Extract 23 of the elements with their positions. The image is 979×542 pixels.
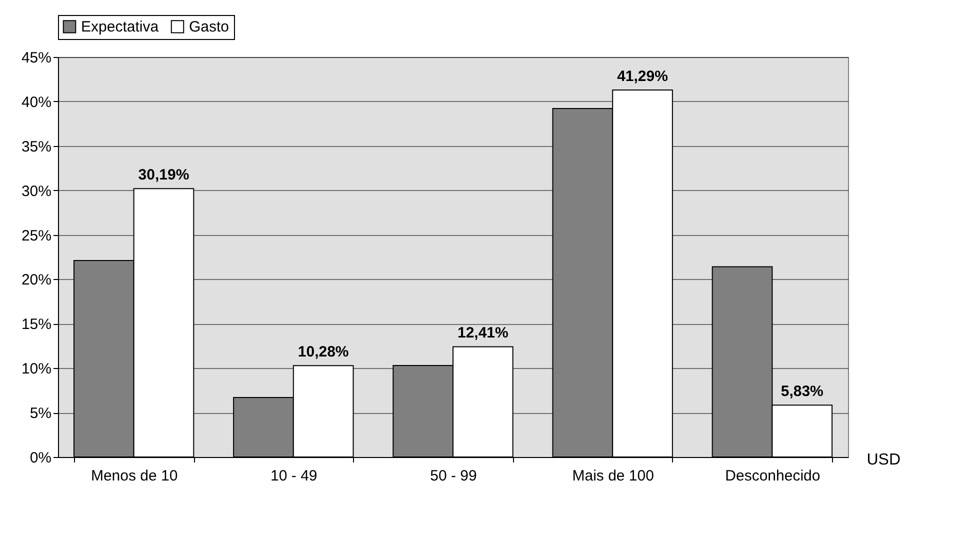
y-tick-label: 25% xyxy=(21,227,52,244)
legend-label: Gasto xyxy=(189,18,230,36)
data-label: 12,41% xyxy=(457,324,508,342)
y-tick-label: 40% xyxy=(21,94,52,111)
y-tick-label: 45% xyxy=(21,50,52,66)
y-tick-label: 30% xyxy=(21,182,52,200)
x-tick-label: Mais de 100 xyxy=(572,468,654,484)
x-tick-label: Desconhecido xyxy=(725,468,820,484)
y-tick-label: 10% xyxy=(21,360,52,378)
x-tick-label: 10 - 49 xyxy=(270,468,318,484)
data-label: 41,29% xyxy=(617,68,668,85)
y-tick-label: 20% xyxy=(21,272,52,289)
x-tick-label: 50 - 99 xyxy=(430,468,477,484)
y-tick-label: 15% xyxy=(21,316,52,334)
data-label: 10,28% xyxy=(298,344,349,361)
x-axis-title: USD xyxy=(866,452,900,468)
y-tick-label: 35% xyxy=(21,138,52,156)
data-label: 5,83% xyxy=(780,383,824,400)
y-tick-label: 0% xyxy=(30,450,52,466)
data-label: 30,19% xyxy=(138,166,190,184)
y-tick-label: 5% xyxy=(30,405,52,422)
x-tick-label: Menos de 10 xyxy=(90,468,178,484)
legend-label: Expectativa xyxy=(81,18,160,36)
